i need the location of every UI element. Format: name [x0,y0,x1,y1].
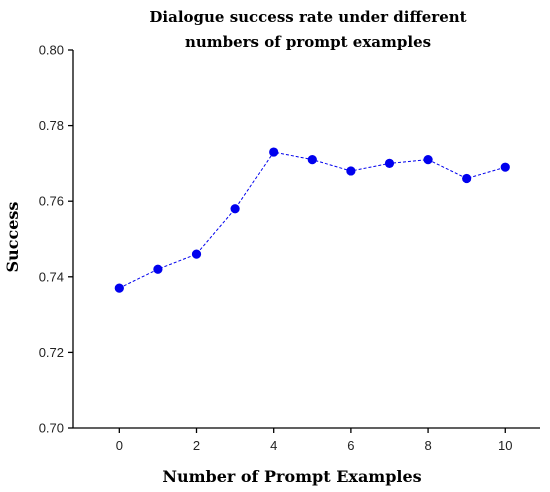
y-axis-ticks: 0.70 0.72 0.74 0.76 0.78 0.80 [39,43,73,436]
data-point [153,264,163,274]
data-point [384,158,395,168]
data-point [230,204,240,214]
y-tick-label: 0.72 [39,345,64,360]
data-point [500,162,510,172]
y-tick-label: 0.74 [39,269,64,284]
data-point [462,173,472,184]
series-layer [114,147,510,293]
data-point [307,155,317,165]
data-point [269,147,279,157]
x-tick-label: 8 [424,438,431,453]
y-axis-title: Success [3,202,22,273]
axes [72,50,540,429]
chart-title-line-1: Dialogue success rate under different [149,8,466,26]
x-tick-label: 4 [270,438,277,453]
x-axis-ticks: 0 2 4 6 8 10 [116,428,512,453]
x-tick-label: 6 [347,438,354,453]
x-tick-label: 10 [498,438,512,453]
y-tick-label: 0.78 [39,118,64,133]
series-line [119,151,506,289]
y-tick-label: 0.80 [39,43,64,58]
data-point [423,155,433,165]
data-point [346,166,356,176]
x-axis-title: Number of Prompt Examples [162,467,421,486]
data-point [191,249,202,259]
y-tick-label: 0.76 [39,194,64,209]
x-tick-label: 0 [116,438,123,453]
x-tick-label: 2 [193,438,200,453]
y-tick-label: 0.70 [39,421,64,436]
data-point [114,283,124,293]
chart-title-line-2: numbers of prompt examples [185,33,431,51]
